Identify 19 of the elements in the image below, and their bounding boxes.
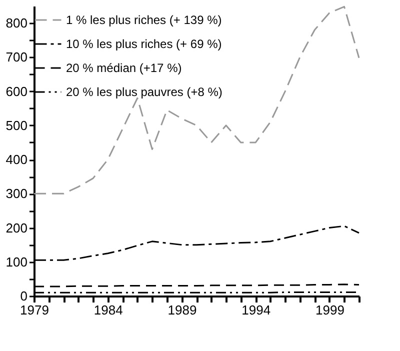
legend-label: 20 % médian (+17 %) [66,61,182,75]
legend-label: 10 % les plus riches (+ 69 %) [66,37,222,51]
x-tick-label: 1984 [94,302,123,318]
line-series [33,6,360,194]
y-tick-label: 100 [6,254,28,270]
y-tick-label: 500 [6,118,28,133]
x-tick-label: 1994 [242,302,271,318]
y-tick-label: 0 [20,288,28,304]
legend-label: 20 % les plus pauvres (+8 %) [66,85,222,99]
x-tick-label: 1999 [315,302,344,318]
y-tick-label: 700 [6,50,28,65]
legend-label: 1 % les plus riches (+ 139 %) [66,13,222,27]
y-tick-label: 600 [6,84,28,99]
x-tick-label: 1979 [20,302,49,318]
y-tick-label: 300 [6,186,28,202]
y-tick-label: 400 [6,152,28,168]
y-tick-label: 200 [6,220,28,236]
x-tick-label: 1989 [168,302,197,318]
y-tick-label: 800 [6,16,28,31]
